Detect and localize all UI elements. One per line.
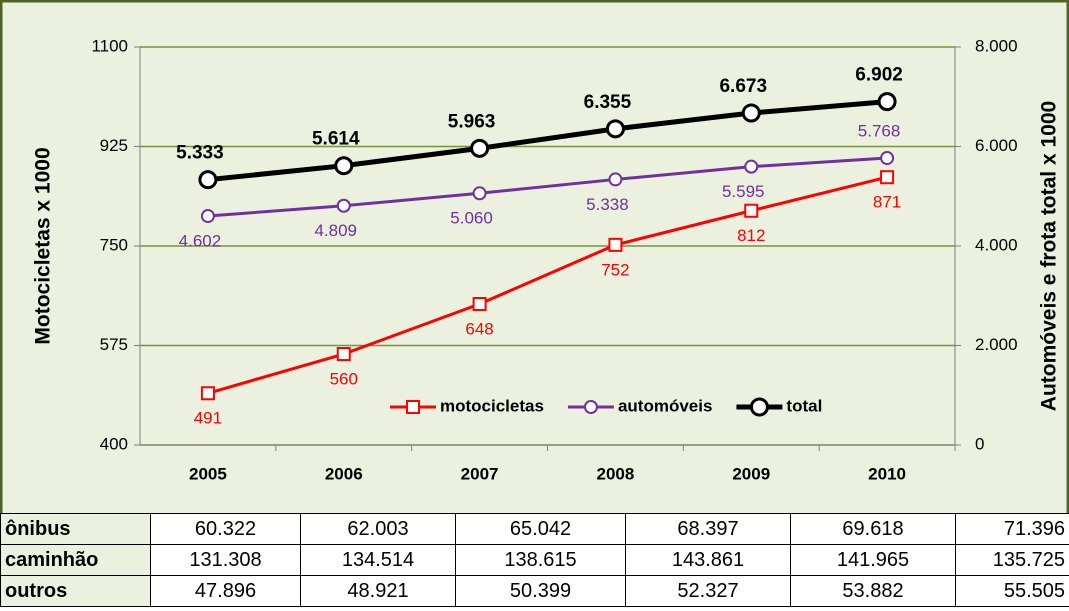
y2-tick-label: 0 bbox=[975, 434, 984, 453]
data-point bbox=[334, 156, 354, 176]
legend-label: total bbox=[786, 396, 822, 415]
x-tick-label: 2007 bbox=[461, 464, 499, 483]
data-point bbox=[470, 138, 490, 158]
data-point bbox=[877, 92, 897, 112]
table-cell: 52.327 bbox=[625, 575, 791, 607]
x-tick-label: 2006 bbox=[325, 464, 363, 483]
data-label: 812 bbox=[737, 226, 765, 245]
x-tick-label: 2010 bbox=[868, 464, 906, 483]
y-tick-label: 1100 bbox=[91, 36, 128, 55]
data-point bbox=[741, 103, 761, 123]
data-point bbox=[608, 237, 623, 252]
table-cell: 131.308 bbox=[150, 544, 301, 576]
data-point bbox=[744, 203, 759, 218]
y-tick-label: 925 bbox=[100, 136, 128, 155]
x-tick-label: 2008 bbox=[597, 464, 635, 483]
data-label: 6.902 bbox=[855, 65, 903, 86]
data-label: 648 bbox=[465, 319, 493, 338]
table-row: ônibus 60.322 62.003 65.042 68.397 69.618 71.3… bbox=[0, 513, 1069, 545]
series-line bbox=[207, 156, 888, 218]
data-label: 5.963 bbox=[448, 111, 496, 132]
table-cell: 60.322 bbox=[150, 513, 301, 545]
data-point bbox=[472, 186, 487, 201]
legend-label: automóveis bbox=[618, 396, 712, 415]
y-tick-label: 575 bbox=[100, 335, 128, 354]
data-label: 6.355 bbox=[584, 92, 632, 113]
chart: Motocicletas x 1000 Automóveis e frota t… bbox=[0, 0, 1069, 523]
data-point bbox=[608, 172, 623, 187]
x-tick-label: 2009 bbox=[732, 464, 770, 483]
y2-tick-label: 6.000 bbox=[975, 136, 1018, 155]
data-label: 491 bbox=[194, 409, 222, 428]
table-cell: 55.505 bbox=[955, 575, 1069, 607]
legend-marker bbox=[749, 397, 769, 417]
y-tick-label: 750 bbox=[100, 235, 128, 254]
x-tick-label: 2005 bbox=[189, 464, 227, 483]
data-point bbox=[336, 347, 351, 362]
table-cell: 134.514 bbox=[300, 544, 456, 576]
table-cell: 71.396 bbox=[955, 513, 1069, 545]
data-label: 752 bbox=[601, 260, 629, 279]
table-cell: 48.921 bbox=[300, 575, 456, 607]
series-line bbox=[207, 99, 888, 183]
table-cell: 69.618 bbox=[790, 513, 956, 545]
data-point bbox=[200, 386, 215, 401]
data-label: 6.673 bbox=[719, 76, 767, 97]
y-tick-label: 400 bbox=[100, 434, 128, 453]
data-label: 871 bbox=[873, 193, 901, 212]
table-cell: 62.003 bbox=[300, 513, 456, 545]
data-label: 560 bbox=[330, 370, 358, 389]
y2-tick-label: 8.000 bbox=[975, 36, 1018, 55]
y2-axis-title: Automóveis e frota total x 1000 bbox=[1038, 101, 1061, 411]
table-row: caminhão 131.308 134.514 138.615 143.861 141.… bbox=[0, 544, 1069, 576]
data-point bbox=[880, 170, 895, 185]
data-label: 4.809 bbox=[314, 221, 357, 240]
data-point bbox=[336, 198, 351, 213]
data-point bbox=[605, 119, 625, 139]
data-label: 5.338 bbox=[586, 195, 629, 214]
y-axis-title: Motocicletas x 1000 bbox=[32, 147, 55, 344]
data-table: ônibus 60.322 62.003 65.042 68.397 69.618 71.3… bbox=[0, 513, 1069, 607]
data-label: 5.333 bbox=[176, 143, 224, 164]
data-point bbox=[200, 209, 215, 224]
row-label: caminhão bbox=[0, 544, 151, 576]
data-label: 5.614 bbox=[312, 129, 360, 150]
table-cell: 53.882 bbox=[790, 575, 956, 607]
series-line bbox=[207, 175, 888, 395]
row-label: outros bbox=[0, 575, 151, 607]
legend-marker bbox=[406, 400, 420, 414]
table-cell: 141.965 bbox=[790, 544, 956, 576]
data-point bbox=[472, 296, 487, 311]
data-label: 4.602 bbox=[179, 232, 222, 251]
row-label: ônibus bbox=[0, 513, 151, 545]
table-cell: 68.397 bbox=[625, 513, 791, 545]
table-cell: 47.896 bbox=[150, 575, 301, 607]
table-cell: 65.042 bbox=[455, 513, 626, 545]
data-label: 5.595 bbox=[722, 182, 765, 201]
data-label: 5.768 bbox=[858, 122, 901, 141]
table-cell: 138.615 bbox=[455, 544, 626, 576]
legend-marker bbox=[583, 400, 598, 414]
data-point bbox=[880, 151, 895, 166]
data-point bbox=[198, 170, 218, 190]
table-cell: 143.861 bbox=[625, 544, 791, 576]
y2-tick-label: 2.000 bbox=[975, 335, 1018, 354]
table-cell: 135.725 bbox=[955, 544, 1069, 576]
legend-label: motocicletas bbox=[440, 396, 544, 415]
data-label: 5.060 bbox=[450, 209, 493, 228]
data-point bbox=[744, 159, 759, 174]
table-row: outros 47.896 48.921 50.399 52.327 53.882 55.5… bbox=[0, 575, 1069, 607]
table-cell: 50.399 bbox=[455, 575, 626, 607]
y2-tick-label: 4.000 bbox=[975, 235, 1018, 254]
